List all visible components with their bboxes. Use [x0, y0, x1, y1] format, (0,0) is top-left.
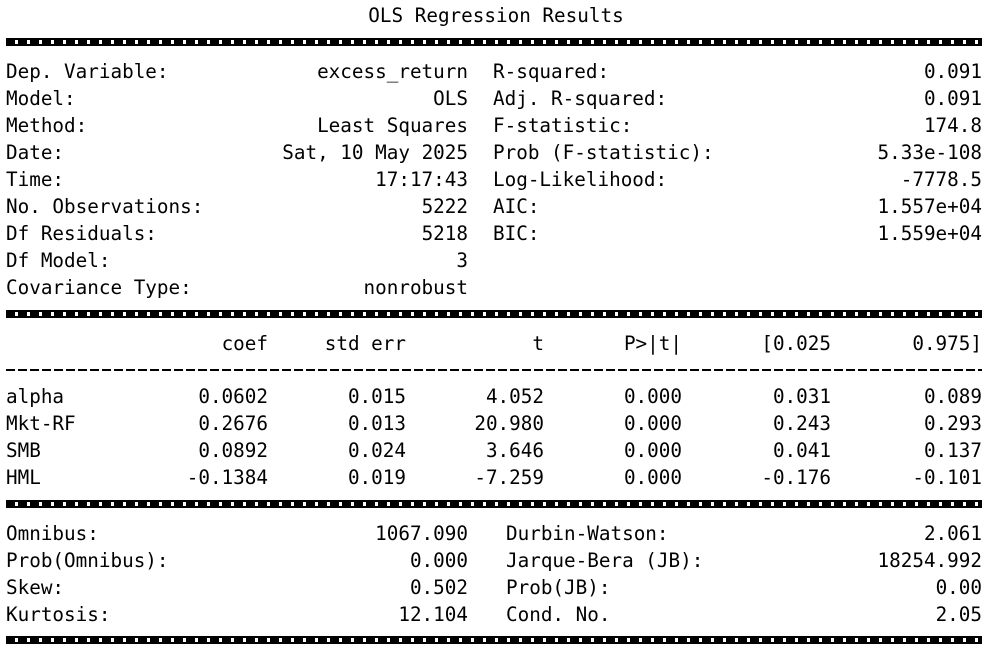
br-value: 18254.992: [877, 549, 982, 572]
tl-value: 3: [456, 249, 468, 272]
tr-label: Prob (F-statistic):: [493, 141, 714, 164]
tl-value: 5218: [421, 222, 468, 245]
br-label: Durbin-Watson:: [506, 522, 669, 545]
tl-value: nonrobust: [363, 276, 468, 299]
tr-label: BIC:: [493, 222, 540, 245]
ci-low-value: -0.176: [761, 466, 831, 489]
stderr-value: 0.024: [347, 439, 406, 462]
p-value: 0.000: [623, 466, 682, 489]
tl-value: 5222: [421, 195, 468, 218]
single-rule: [6, 369, 982, 371]
coef-value: 0.2676: [198, 412, 268, 435]
stderr-value: 0.013: [347, 412, 406, 435]
tr-label: Adj. R-squared:: [493, 87, 668, 110]
ci-high-value: -0.101: [912, 466, 982, 489]
tl-label: Covariance Type:: [6, 276, 192, 299]
t-value: 3.646: [485, 439, 544, 462]
col-header-ci-high: 0.975]: [912, 332, 982, 355]
double-rule: [6, 636, 982, 644]
bl-value: 1067.090: [375, 522, 468, 545]
br-label: Cond. No.: [506, 603, 611, 626]
tr-value: 5.33e-108: [877, 141, 982, 164]
t-value: -7.259: [474, 466, 544, 489]
ci-low-value: 0.031: [772, 385, 831, 408]
col-header-coef: coef: [221, 332, 268, 355]
col-header-ci-low: [0.025: [761, 332, 831, 355]
tl-label: Df Model:: [6, 249, 111, 272]
bl-label: Kurtosis:: [6, 603, 111, 626]
tl-value: 17:17:43: [375, 168, 468, 191]
tr-label: F-statistic:: [493, 114, 633, 137]
ci-low-value: 0.041: [772, 439, 831, 462]
tr-label: R-squared:: [493, 60, 610, 83]
tr-value: 0.091: [923, 60, 982, 83]
tl-label: Dep. Variable:: [6, 60, 169, 83]
tl-label: Method:: [6, 114, 88, 137]
bl-label: Omnibus:: [6, 522, 99, 545]
p-value: 0.000: [623, 412, 682, 435]
p-value: 0.000: [623, 439, 682, 462]
tr-value: 1.559e+04: [877, 222, 982, 245]
coef-row-name: Mkt-RF: [6, 412, 76, 435]
tl-label: Df Residuals:: [6, 222, 157, 245]
br-label: Jarque-Bera (JB):: [506, 549, 704, 572]
br-value: 2.061: [923, 522, 982, 545]
tl-value: Sat, 10 May 2025: [282, 141, 468, 164]
tr-value: -7778.5: [900, 168, 982, 191]
stderr-value: 0.015: [347, 385, 406, 408]
stderr-value: 0.019: [347, 466, 406, 489]
ci-high-value: 0.089: [923, 385, 982, 408]
double-rule: [6, 310, 982, 318]
tl-label: No. Observations:: [6, 195, 204, 218]
bl-value: 12.104: [398, 603, 468, 626]
tl-label: Model:: [6, 87, 76, 110]
bl-value: 0.502: [409, 576, 468, 599]
ci-high-value: 0.293: [923, 412, 982, 435]
bl-label: Skew:: [6, 576, 65, 599]
coef-row-name: SMB: [6, 439, 41, 462]
coef-row-name: alpha: [6, 385, 65, 408]
bl-label: Prob(Omnibus):: [6, 549, 169, 572]
t-value: 20.980: [474, 412, 544, 435]
tl-label: Date:: [6, 141, 65, 164]
p-value: 0.000: [623, 385, 682, 408]
col-header-p: P>|t|: [623, 332, 682, 355]
coef-row-name: HML: [6, 466, 41, 489]
tl-label: Time:: [6, 168, 65, 191]
tr-label: AIC:: [493, 195, 540, 218]
double-rule: [6, 38, 982, 46]
tr-label: Log-Likelihood:: [493, 168, 668, 191]
ci-low-value: 0.243: [772, 412, 831, 435]
t-value: 4.052: [485, 385, 544, 408]
col-header-t: t: [532, 332, 544, 355]
br-label: Prob(JB):: [506, 576, 611, 599]
tl-value: excess_return: [317, 60, 468, 83]
col-header-stderr: std err: [324, 332, 406, 355]
tl-value: Least Squares: [317, 114, 468, 137]
coef-value: 0.0892: [198, 439, 268, 462]
double-rule: [6, 500, 982, 508]
bl-value: 0.000: [409, 549, 468, 572]
tr-value: 1.557e+04: [877, 195, 982, 218]
br-value: 0.00: [935, 576, 982, 599]
ci-high-value: 0.137: [923, 439, 982, 462]
tl-value: OLS: [433, 87, 468, 110]
tr-value: 174.8: [923, 114, 982, 137]
coef-value: -0.1384: [186, 466, 268, 489]
tr-value: 0.091: [923, 87, 982, 110]
coef-value: 0.0602: [198, 385, 268, 408]
report-title: OLS Regression Results: [368, 4, 624, 27]
br-value: 2.05: [935, 603, 982, 626]
